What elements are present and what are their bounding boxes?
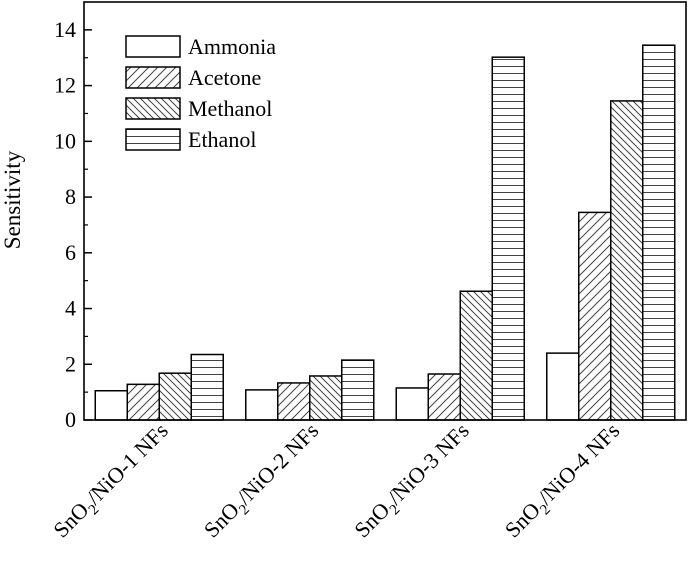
bar-ethanol-4 xyxy=(642,44,676,421)
y-tick-label: 14 xyxy=(54,17,76,42)
y-axis: 0 2 4 6 8 10 12 14 xyxy=(54,17,92,432)
y-axis-label: Sensitivity xyxy=(0,150,25,249)
y-tick-label: 10 xyxy=(54,128,76,153)
plot-frame xyxy=(83,1,687,421)
legend-label-ammonia: Ammonia xyxy=(188,34,276,59)
bar-methanol-3 xyxy=(459,290,493,421)
bar-ammonia-1 xyxy=(94,389,128,421)
legend-swatch-ammonia xyxy=(125,35,181,58)
y-tick-label: 12 xyxy=(54,73,76,98)
y-tick-label: 4 xyxy=(65,296,76,321)
bar-acetone-1 xyxy=(126,383,160,421)
legend-swatch-acetone xyxy=(125,66,181,89)
bar-ammonia-2 xyxy=(245,389,279,421)
bar-acetone-2 xyxy=(277,382,311,421)
y-tick-label: 8 xyxy=(65,184,76,209)
legend-swatch-methanol xyxy=(125,97,181,120)
x-tick-label: SnO2/NiO-4 NFs xyxy=(500,418,628,546)
bar-ethanol-2 xyxy=(341,359,375,421)
legend-label-ethanol: Ethanol xyxy=(188,127,256,152)
bars-group xyxy=(94,44,676,421)
y-tick-label: 2 xyxy=(65,351,76,376)
legend-label-methanol: Methanol xyxy=(188,96,272,121)
y-tick-label: 6 xyxy=(65,240,76,265)
bar-ethanol-1 xyxy=(190,353,224,421)
bar-acetone-4 xyxy=(578,211,612,421)
legend-label-acetone: Acetone xyxy=(188,65,261,90)
x-tick-label: SnO2/NiO-1 NFs xyxy=(48,418,176,546)
bar-ammonia-3 xyxy=(395,387,429,421)
bar-methanol-1 xyxy=(158,372,192,421)
legend: Ammonia Acetone Methanol Ethanol xyxy=(125,34,276,152)
bar-acetone-3 xyxy=(427,373,461,421)
x-tick-label: SnO2/NiO-2 NFs xyxy=(199,418,327,546)
x-tick-label: SnO2/NiO-3 NFs xyxy=(349,418,477,546)
bar-methanol-2 xyxy=(309,375,343,421)
bar-ammonia-4 xyxy=(546,352,580,421)
bar-methanol-4 xyxy=(610,100,644,421)
legend-swatch-ethanol xyxy=(125,128,181,151)
bar-ethanol-3 xyxy=(491,56,525,421)
y-tick-label: 0 xyxy=(65,407,76,432)
